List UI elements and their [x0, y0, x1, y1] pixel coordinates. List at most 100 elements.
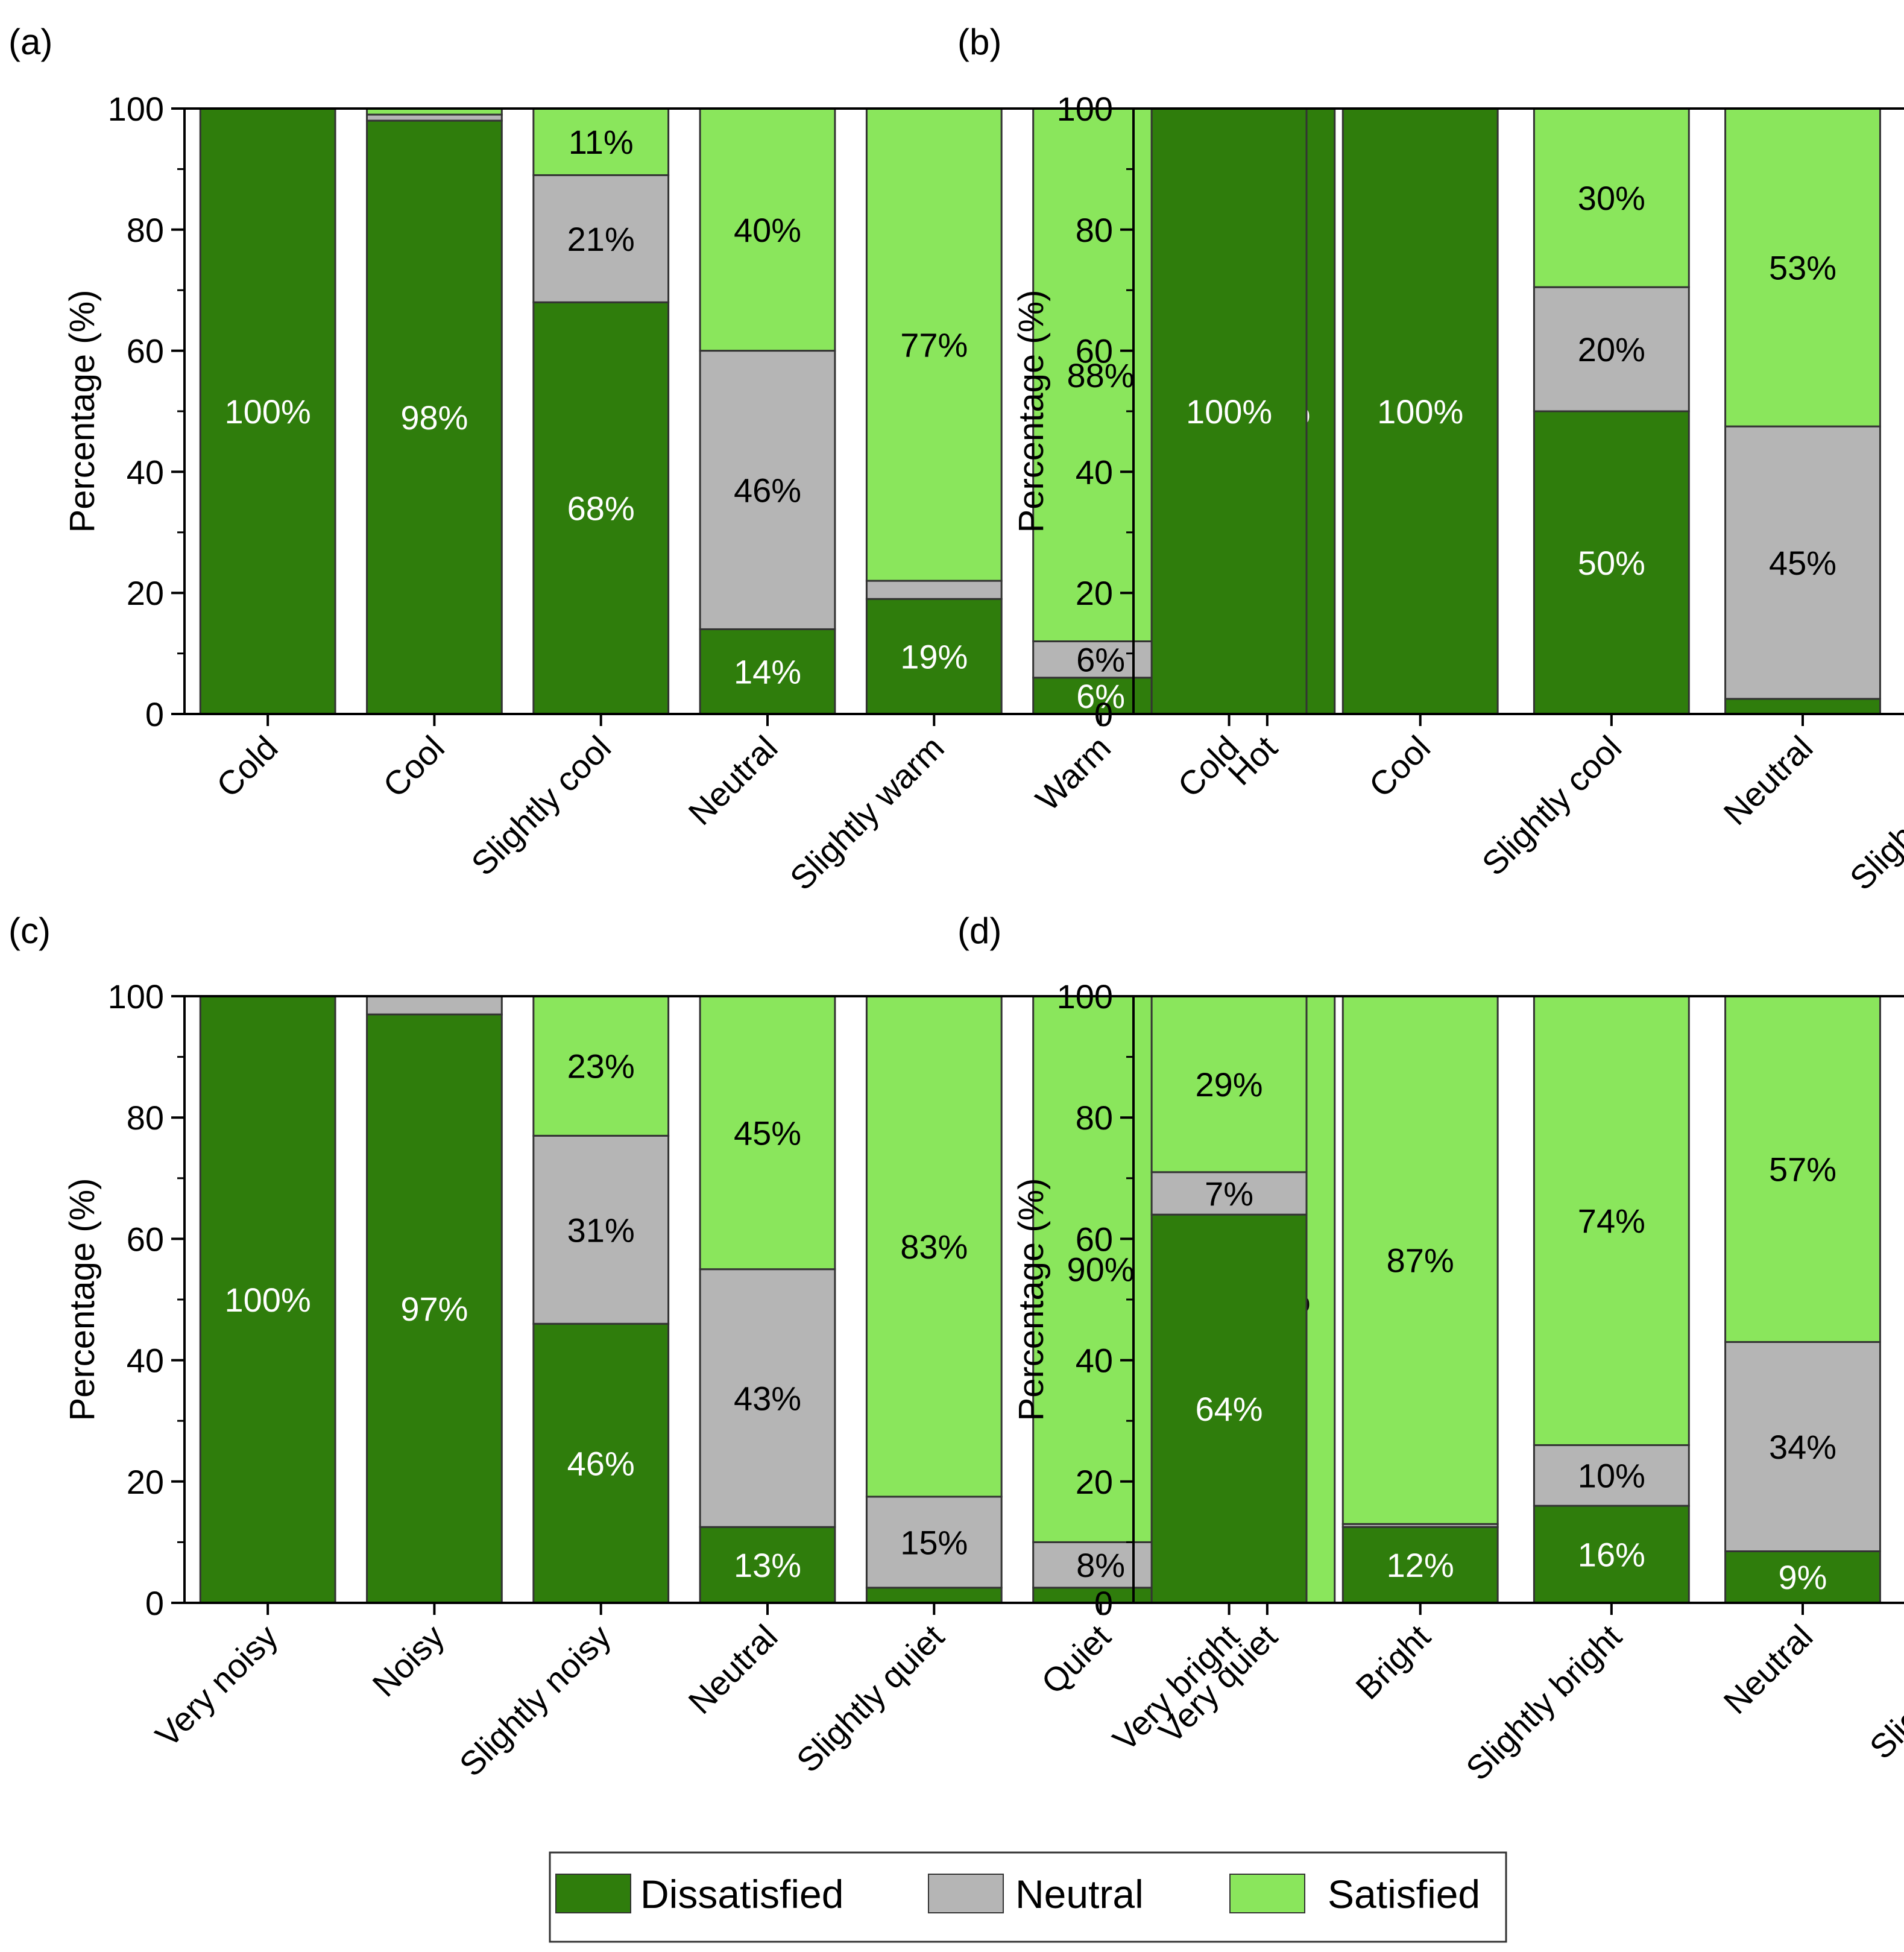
- bar-segment-dissatisfied: [1724, 698, 1881, 715]
- bar-segment-neutral: [699, 350, 836, 630]
- y-tick-label: 60: [1076, 1220, 1113, 1258]
- data-label: 15%: [900, 1523, 968, 1561]
- y-tick-label: 100: [1057, 978, 1113, 1015]
- x-tick-label: Neutral: [1716, 728, 1820, 832]
- x-tick-label: Slightly bright: [1458, 1617, 1629, 1788]
- data-label: 88%: [1067, 356, 1135, 394]
- y-tick-label: 40: [127, 1342, 164, 1380]
- data-label: 20%: [1578, 330, 1645, 368]
- x-tick-label: Neutral: [681, 1617, 784, 1721]
- data-label: 45%: [734, 1114, 801, 1152]
- legend-box: [549, 1851, 1507, 1943]
- data-label: 46%: [734, 472, 801, 510]
- bar-segment-satisfied: [1533, 995, 1690, 1446]
- y-tick-label: 60: [127, 332, 164, 370]
- x-tick-label: Slightly dim: [1862, 1617, 1904, 1766]
- data-label: 64%: [1196, 1390, 1263, 1428]
- x-tick-label: Very noisy: [148, 1617, 285, 1754]
- bar-segment-satisfied: [532, 995, 670, 1137]
- bar-segment-satisfied: [1533, 107, 1690, 288]
- x-tick-label: Cool: [376, 728, 452, 804]
- bar-segment-dissatisfied: [366, 119, 503, 715]
- bar-segment-dissatisfied: [532, 301, 670, 715]
- bar-segment-satisfied: [1724, 995, 1881, 1343]
- y-tick-label: 100: [1057, 90, 1113, 128]
- x-tick-label: Slightly warm: [1843, 728, 1904, 897]
- legend-swatch-neutral: [928, 1874, 1004, 1913]
- data-label: 40%: [734, 211, 801, 249]
- bar-segment-neutral: [532, 1134, 670, 1325]
- x-tick-label: Quiet: [1034, 1617, 1118, 1702]
- legend-label-satisfied: Satisfied: [1328, 1872, 1480, 1916]
- x-tick-label: Cold: [1170, 728, 1246, 804]
- y-tick-label: 40: [1076, 1342, 1113, 1380]
- data-label: 30%: [1578, 179, 1645, 217]
- chart-panel-1: (a) 100% 98% 68% 21% 11% 14% 46% 40% 19% 77% 6%6% 88…: [8, 22, 1352, 897]
- bar-segment-satisfied: [1150, 995, 1308, 1173]
- bar-segment-neutral: [366, 995, 503, 1015]
- data-label: 77%: [900, 326, 968, 364]
- bar-segment-dissatisfied: [699, 628, 836, 715]
- bar-segment-satisfied: [865, 995, 1003, 1498]
- y-tick-label: 80: [127, 1099, 164, 1137]
- bar-segment-neutral: [865, 1496, 1003, 1589]
- y-tick-label: 0: [145, 695, 164, 733]
- legend-swatch-satisfied: [1229, 1874, 1305, 1913]
- bar-segment-dissatisfied: [1341, 107, 1499, 715]
- chart-panels: (a) 100% 98% 68% 21% 11% 14% 46% 40% 19% 77% 6%6% 88…: [8, 22, 1904, 1787]
- bar-segment-satisfied: [699, 107, 836, 352]
- x-tick-label: Bright: [1348, 1617, 1437, 1707]
- y-tick-label: 100: [108, 90, 164, 128]
- legend-swatch-dissatisfied: [555, 1874, 631, 1913]
- x-tick-label: Cool: [1361, 728, 1437, 804]
- y-axis-title: Percentage (%): [1012, 1178, 1051, 1421]
- data-label: 100%: [225, 393, 311, 431]
- data-label: 74%: [1578, 1202, 1645, 1240]
- bar-segment-dissatisfied: [1533, 410, 1690, 715]
- x-tick-label: Slightly noisy: [452, 1617, 619, 1784]
- y-tick-label: 0: [1094, 695, 1113, 733]
- legend-label-dissatisfied: Dissatisfied: [640, 1872, 843, 1916]
- data-label: 98%: [400, 399, 468, 437]
- data-label: 6%: [1076, 677, 1125, 715]
- bar-segment-dissatisfied: [1724, 1550, 1881, 1604]
- data-label: 68%: [567, 490, 635, 528]
- y-tick-label: 0: [145, 1584, 164, 1622]
- data-label: 14%: [734, 653, 801, 691]
- y-tick-label: 80: [1076, 211, 1113, 249]
- x-tick-label: Slightly cool: [464, 728, 618, 883]
- y-tick-label: 0: [1094, 1584, 1113, 1622]
- chart-panel-2: (b)100%100%50%20%30%45%53%30%20%50%70%8%…: [957, 22, 1904, 897]
- legend-label-neutral: Neutral: [1015, 1872, 1144, 1916]
- bar-segment-neutral: [1032, 1541, 1169, 1589]
- y-tick-label: 40: [127, 453, 164, 491]
- data-label: 10%: [1578, 1457, 1645, 1495]
- legend: Dissatisfied Neutral Satisfied: [549, 1851, 1507, 1943]
- data-label: 12%: [1387, 1546, 1454, 1584]
- y-tick-label: 60: [127, 1220, 164, 1258]
- data-label: 97%: [400, 1290, 468, 1328]
- y-axis-title: Percentage (%): [63, 1178, 102, 1421]
- bar-segment-dissatisfied: [865, 598, 1003, 715]
- data-label: 11%: [569, 123, 634, 161]
- y-tick-label: 100: [108, 978, 164, 1015]
- panel-label: (b): [957, 22, 1001, 62]
- bar-segment-dissatisfied: [865, 1587, 1003, 1604]
- data-label: 23%: [567, 1047, 635, 1085]
- bar-segment-neutral: [366, 113, 503, 122]
- data-label: 100%: [1186, 393, 1272, 431]
- bar-segment-neutral: [865, 580, 1003, 600]
- data-label: 100%: [225, 1281, 311, 1319]
- x-tick-label: Slightly warm: [783, 728, 951, 897]
- chart-panel-3: (c) 100% 97% 46% 31% 23% 13% 43% 45% 15% 83% 8% 90% 1…: [8, 911, 1352, 1784]
- data-label: 31%: [567, 1211, 635, 1249]
- y-tick-label: 20: [1076, 574, 1113, 612]
- x-tick-label: Noisy: [365, 1617, 452, 1704]
- y-tick-label: 20: [127, 1463, 164, 1501]
- bar-segment-dissatisfied: [366, 1013, 503, 1604]
- bar-segment-neutral: [1724, 425, 1881, 700]
- x-tick-label: Neutral: [681, 728, 784, 832]
- x-tick-label: Neutral: [1716, 1617, 1820, 1721]
- y-axis-title: Percentage (%): [1012, 290, 1051, 533]
- x-tick-label: Cold: [209, 728, 285, 804]
